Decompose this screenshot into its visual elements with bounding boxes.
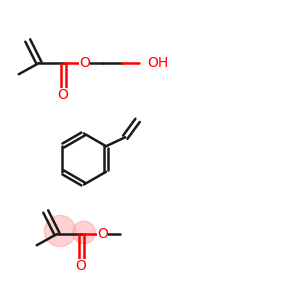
Circle shape — [44, 215, 76, 247]
Text: O: O — [57, 88, 68, 102]
Text: O: O — [97, 227, 108, 241]
Text: OH: OH — [148, 56, 169, 70]
Circle shape — [73, 221, 95, 244]
Text: O: O — [79, 56, 90, 70]
Text: O: O — [75, 259, 86, 273]
